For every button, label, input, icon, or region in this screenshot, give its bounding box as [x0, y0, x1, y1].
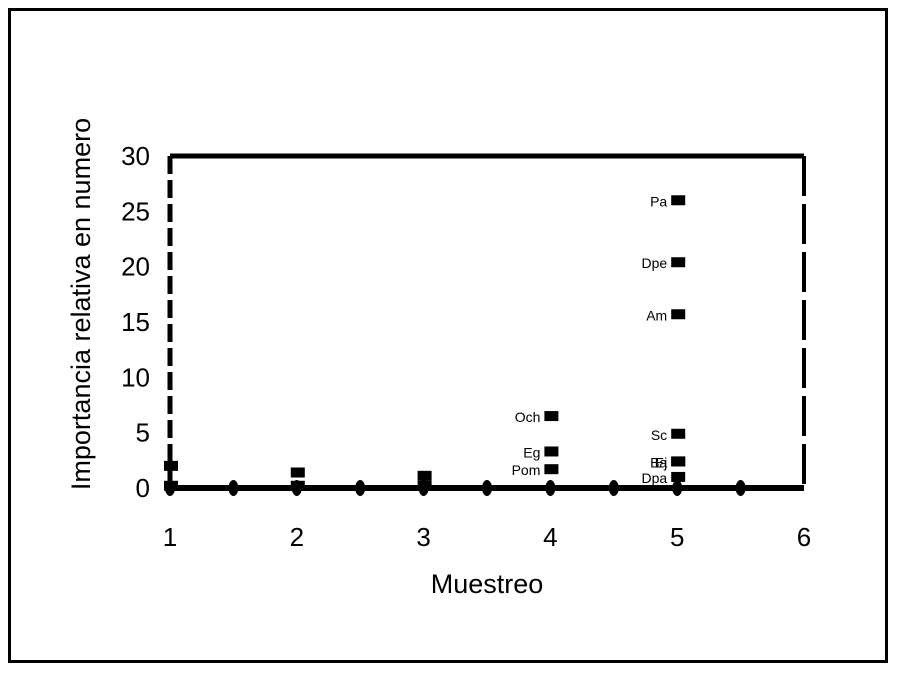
square-marker: [671, 257, 686, 268]
y-tick-label: 15: [121, 307, 150, 337]
square-marker: [544, 446, 559, 457]
point-label: Eg: [523, 444, 540, 460]
x-tick-label: 6: [797, 522, 811, 552]
y-axis-ticks: 0 5 10 15 20 25 30: [121, 141, 150, 503]
point-label: Sc: [651, 427, 667, 443]
square-marker: [290, 480, 305, 491]
baseline-series: [165, 480, 746, 496]
plot-area: [167, 153, 806, 491]
square-marker: [671, 471, 686, 482]
square-marker: [290, 467, 305, 478]
square-marker: [164, 460, 178, 471]
square-marker: [671, 428, 686, 439]
diamond-marker: [672, 480, 683, 496]
x-tick-label: 3: [416, 522, 430, 552]
y-tick-label: 5: [136, 418, 150, 448]
x-tick-label: 1: [163, 522, 177, 552]
x-axis-title: Muestreo: [431, 569, 544, 599]
point-label: Pa: [650, 193, 667, 209]
diamond-marker: [482, 480, 492, 496]
diamond-marker: [228, 480, 239, 496]
y-tick-label: 30: [121, 141, 150, 171]
diamond-marker: [355, 480, 366, 496]
y-tick-label: 20: [121, 252, 150, 282]
x-axis-ticks: 1 2 3 4 5 6: [163, 522, 811, 552]
square-marker: [417, 480, 432, 491]
square-marker: [671, 456, 686, 467]
diamond-marker: [545, 480, 556, 496]
point-label: Dpa: [642, 470, 668, 486]
y-tick-label: 25: [121, 196, 150, 226]
square-series: [164, 195, 686, 491]
square-marker: [671, 195, 686, 206]
point-label: Pom: [512, 462, 541, 478]
diamond-marker: [735, 480, 746, 496]
y-axis-title: Importancia relativa en numero: [66, 118, 96, 490]
point-label: Dpe: [642, 255, 668, 271]
square-marker: [544, 411, 559, 422]
point-label: Och: [515, 409, 541, 425]
x-tick-label: 2: [290, 522, 304, 552]
square-marker: [671, 309, 686, 320]
chart-frame: [8, 8, 888, 663]
point-label: Am: [646, 307, 667, 323]
square-marker: [417, 470, 432, 481]
y-tick-label: 10: [121, 362, 150, 392]
point-label: Ej: [655, 454, 667, 470]
y-tick-label: 0: [136, 473, 150, 503]
point-label: Ba: [650, 454, 667, 470]
diamond-marker: [608, 480, 619, 496]
square-marker: [164, 480, 178, 491]
x-tick-label: 5: [670, 522, 684, 552]
x-tick-label: 4: [543, 522, 557, 552]
square-marker: [544, 464, 559, 475]
